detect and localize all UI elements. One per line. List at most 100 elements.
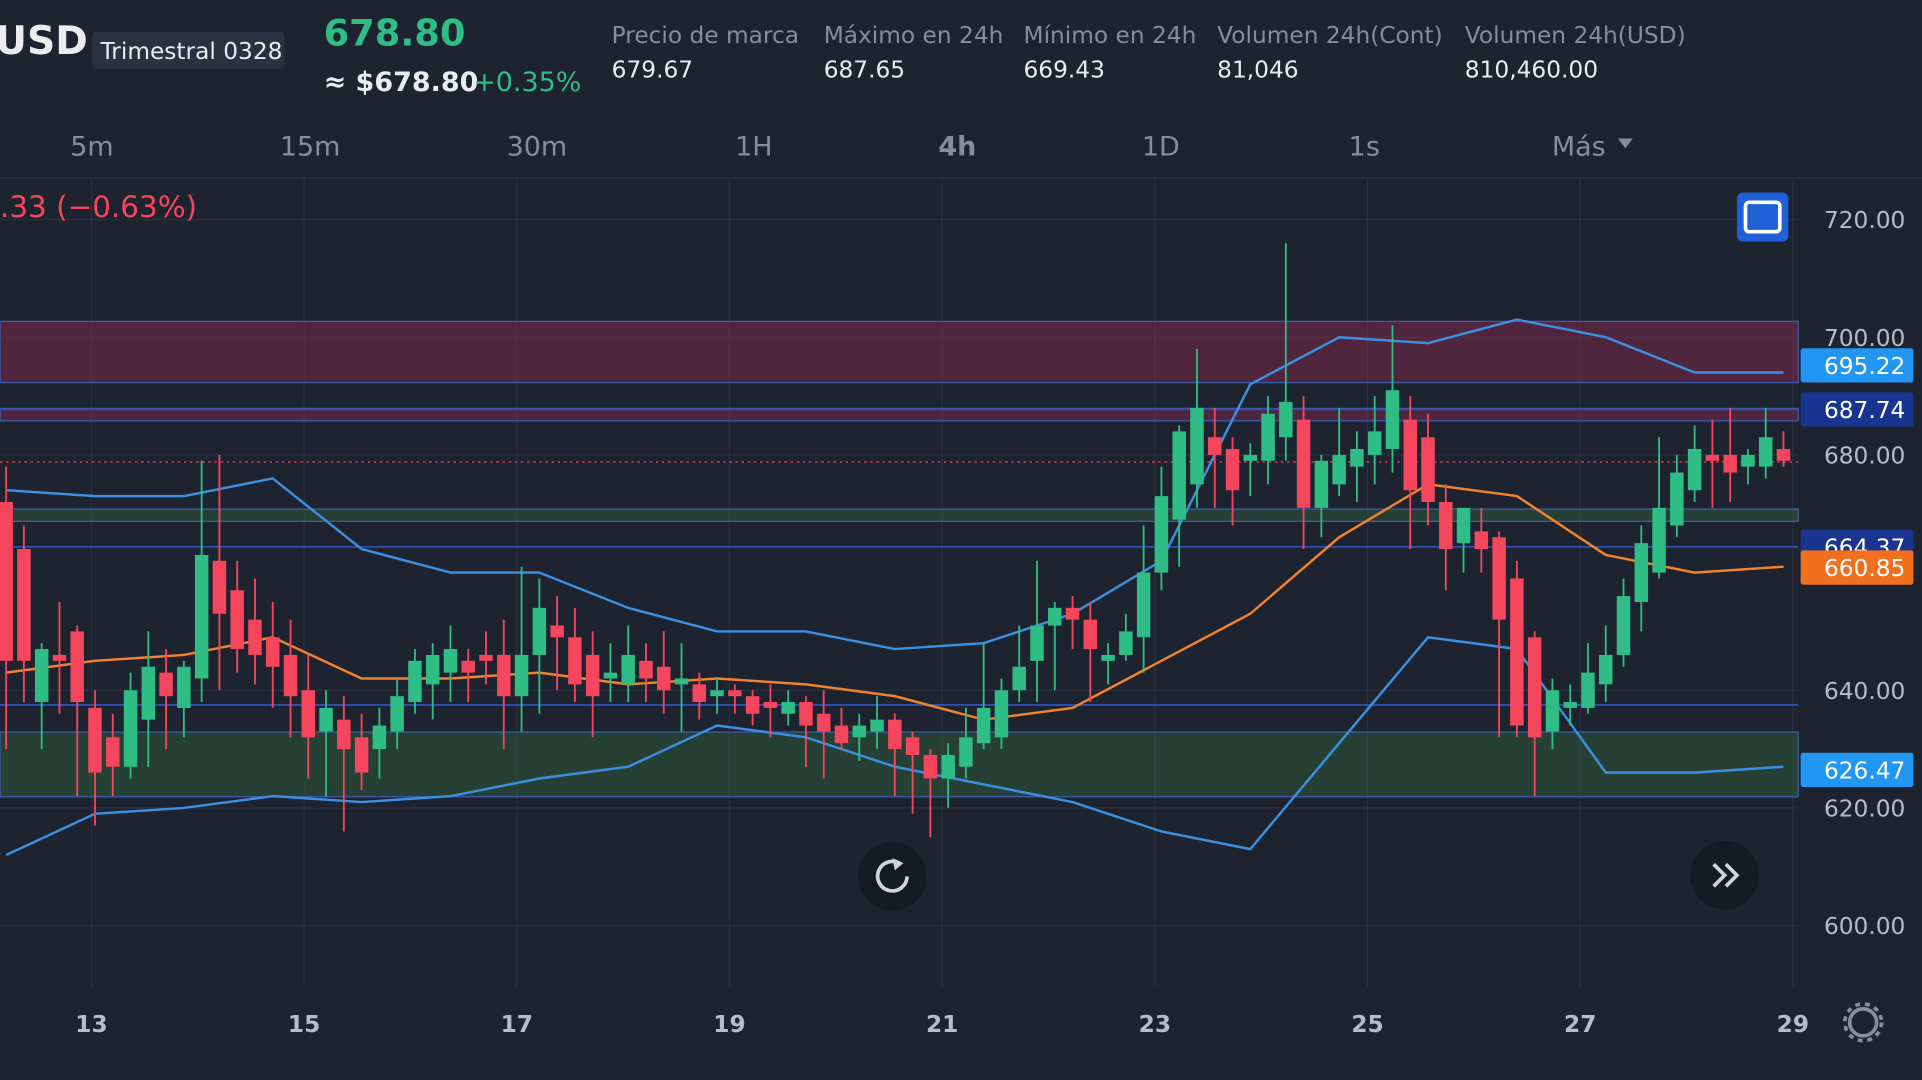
candle-body	[781, 702, 795, 714]
candle-body	[1741, 454, 1755, 467]
x-tick-label: 19	[713, 1011, 745, 1038]
candle-body	[106, 737, 120, 767]
candle-body	[621, 654, 635, 685]
candle-body	[1065, 607, 1080, 620]
stat-value: 687.65	[824, 56, 905, 83]
candle-body	[159, 672, 173, 697]
candle-body	[852, 725, 867, 738]
stat-value: 679.67	[612, 56, 693, 83]
reset-button[interactable]	[858, 842, 927, 911]
candle-body	[301, 690, 316, 738]
candle-body	[265, 637, 280, 667]
timeframe-tabs: 5m 15m 30m 1H 4h 1D 1s Más	[70, 132, 1633, 163]
candle-body	[710, 690, 724, 697]
price-badge-label: 660.85	[1824, 555, 1905, 582]
timeframe-tab[interactable]: 15m	[280, 132, 341, 163]
candle-body	[674, 678, 689, 685]
change: +0.35%	[473, 67, 581, 98]
candle-body	[1545, 690, 1560, 732]
candle-body	[52, 654, 67, 661]
contract-tag	[91, 31, 285, 69]
candle-body	[1385, 390, 1400, 450]
stat-value: 81,046	[1217, 56, 1298, 83]
y-tick-label: 680.00	[1824, 442, 1905, 469]
candle-body	[870, 719, 884, 732]
candle-body	[319, 707, 333, 732]
candle-body	[1207, 437, 1222, 455]
candle-body	[497, 654, 511, 697]
candle-body	[479, 654, 493, 661]
candle-body	[1492, 537, 1506, 620]
stat-value: 669.43	[1024, 56, 1105, 83]
candle-body	[639, 660, 653, 679]
y-tick-label: 640.00	[1824, 678, 1905, 705]
timeframe-tab[interactable]: 30m	[507, 132, 568, 163]
candle-body	[1261, 413, 1275, 461]
timeframe-tab[interactable]: 1s	[1349, 132, 1380, 163]
candle-body	[1243, 454, 1258, 461]
candle-body	[425, 654, 440, 685]
dropdown-arrow	[1618, 138, 1633, 149]
timeframe-tab[interactable]: 5m	[70, 132, 113, 163]
candle-body	[1136, 572, 1151, 638]
price-badge-label: 626.47	[1824, 757, 1905, 784]
stats: Precio de marca 679.67 Máximo en 24h 687.65…	[612, 22, 1686, 83]
candle-body	[1599, 654, 1613, 685]
symbol: USD	[0, 19, 88, 64]
candle-body	[1030, 625, 1044, 661]
x-tick-label: 21	[926, 1011, 958, 1038]
timeframe-tab[interactable]: 4h	[938, 132, 976, 163]
x-tick-label: 27	[1564, 1011, 1596, 1038]
candle-body	[1012, 666, 1026, 691]
price-badge-label: 695.22	[1824, 353, 1905, 380]
candle-body	[390, 696, 404, 732]
x-tick-label: 13	[75, 1011, 107, 1038]
stat-label: Volumen 24h(USD)	[1465, 22, 1686, 49]
candle-body	[1581, 672, 1595, 708]
candle-body	[1652, 507, 1666, 573]
candle-body	[177, 666, 191, 708]
stat-label: Máximo en 24h	[824, 22, 1004, 49]
candle-body	[941, 754, 955, 779]
candle-body	[834, 725, 849, 744]
zone	[0, 320, 1799, 384]
candle-body	[1367, 431, 1382, 455]
scroll-right-button[interactable]	[1690, 840, 1759, 910]
candle-body	[123, 690, 138, 767]
bollinger-band	[6, 318, 1784, 651]
candle-body	[888, 719, 902, 750]
candle-body	[550, 625, 564, 638]
candle-body	[816, 713, 831, 732]
fullscreen-button[interactable]	[1736, 192, 1789, 242]
fiat-price: ≈ $678.80	[324, 67, 479, 98]
candle-body	[17, 549, 31, 661]
candle-body	[728, 690, 742, 697]
timeframe-tab[interactable]: 1D	[1142, 132, 1180, 163]
plot-area: 600.00 620.00 640.00 680.00 700.00 720.00 13 15…	[0, 177, 1914, 1038]
candle-body	[1225, 449, 1240, 491]
candle-body	[1510, 578, 1524, 726]
candle-body	[408, 660, 422, 703]
candle-body	[1670, 472, 1684, 526]
last-price: 678.80	[324, 11, 466, 54]
candle-body	[1350, 449, 1364, 467]
candle-body	[799, 702, 813, 726]
candle-body	[354, 737, 369, 773]
x-tick-label: 23	[1139, 1011, 1171, 1038]
candle-body	[532, 607, 547, 655]
stat-label: Volumen 24h(Cont)	[1217, 22, 1443, 49]
settings-button[interactable]	[1842, 1002, 1884, 1043]
candle-body	[1474, 531, 1489, 550]
y-tick-label: 720.00	[1824, 207, 1905, 234]
candle-body	[230, 590, 244, 650]
stat-label: Mínimo en 24h	[1024, 22, 1197, 49]
timeframe-tab[interactable]: Más	[1552, 132, 1606, 163]
candle-body	[994, 690, 1009, 738]
candle-body	[1296, 419, 1311, 508]
candle-body	[1527, 637, 1542, 738]
timeframe-tab[interactable]: 1H	[735, 132, 772, 163]
candle-body	[34, 649, 49, 703]
price-badge	[1800, 752, 1914, 788]
